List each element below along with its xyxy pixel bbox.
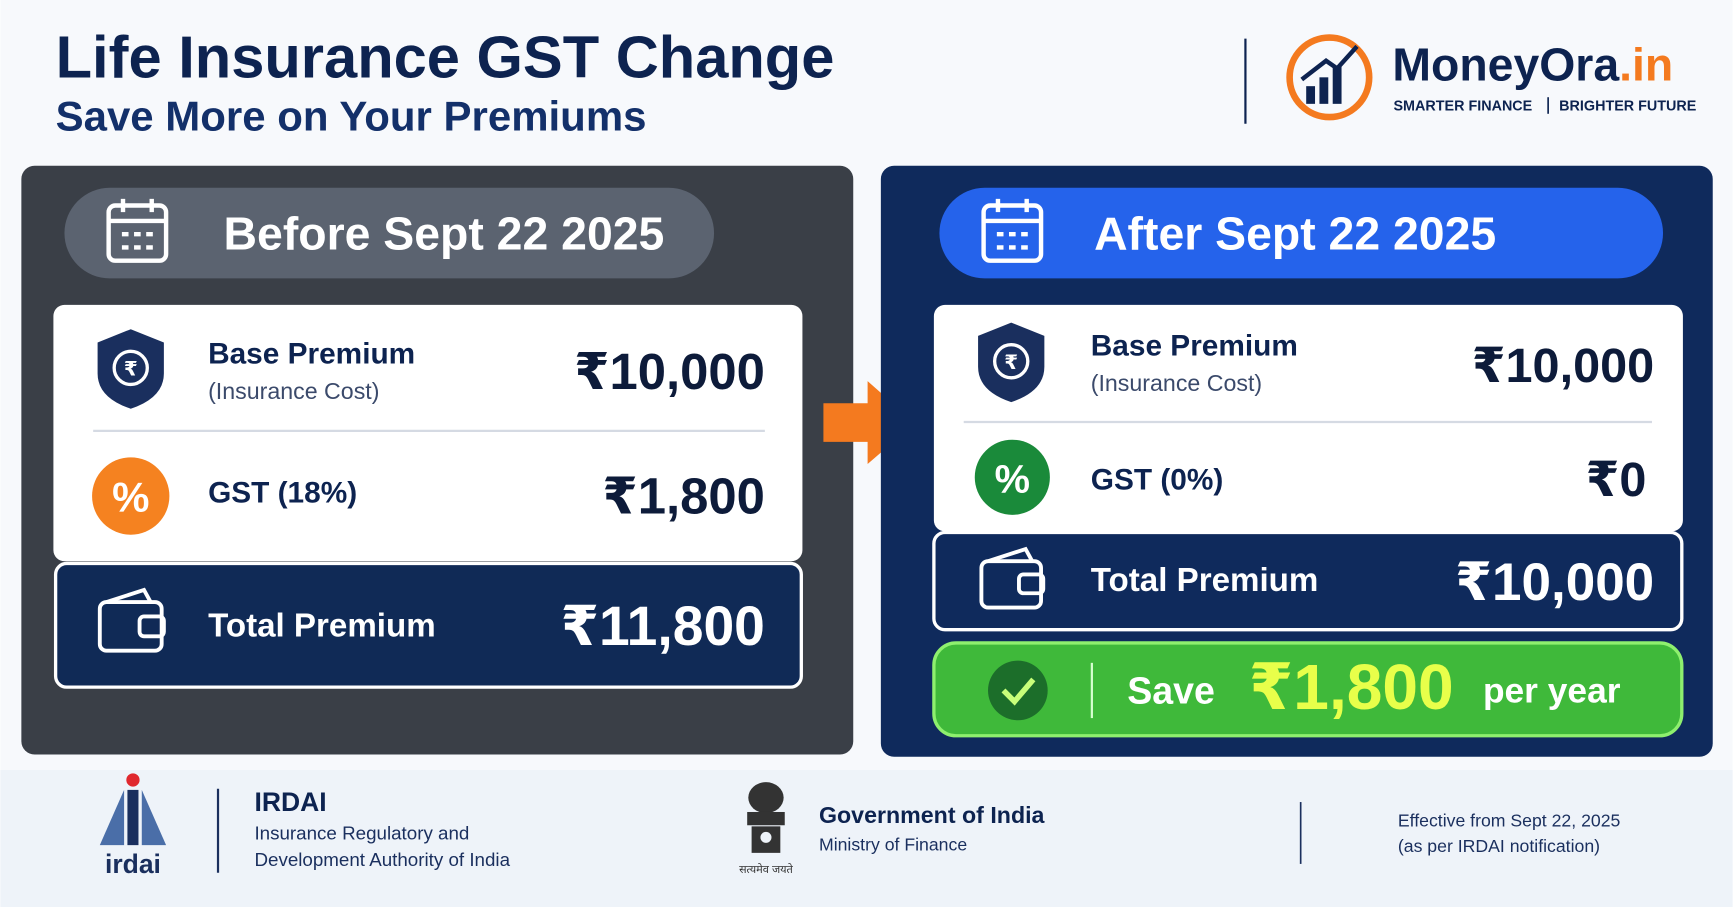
irdai-name: IRDAI (254, 787, 326, 817)
irdai-logo-text: irdai (105, 849, 161, 879)
ministry: Ministry of Finance (819, 835, 967, 855)
row-label: GST (0%) (1091, 463, 1224, 496)
svg-text:₹: ₹ (124, 359, 138, 381)
shield-icon: ₹ (978, 322, 1045, 403)
total-label: Total Premium (208, 607, 436, 644)
tagline: BRIGHTER FUTURE (1559, 98, 1697, 114)
row-label: Base Premium (208, 337, 415, 370)
row-sublabel: (Insurance Cost) (208, 378, 379, 404)
heading-pill (64, 187, 715, 279)
total-amount: ₹11,800 (561, 595, 765, 657)
title: Life Insurance GST Change (56, 23, 835, 90)
irdai-line: Development Authority of India (254, 849, 510, 870)
wallet-icon (979, 546, 1046, 610)
tagline: SMARTER FINANCE (1393, 98, 1532, 114)
row-amount: ₹0 (1586, 453, 1647, 507)
svg-text:₹: ₹ (1004, 352, 1018, 374)
row-amount: ₹10,000 (574, 343, 765, 400)
arrow (823, 381, 916, 464)
total-label: Total Premium (1091, 562, 1319, 599)
government-name: Government of India (819, 802, 1046, 828)
card (53, 304, 803, 562)
percent-icon-glyph: % (112, 473, 149, 520)
savings-suffix: per year (1483, 672, 1621, 711)
row-amount: ₹10,000 (1472, 339, 1654, 393)
brand-name-main: MoneyOra (1392, 39, 1620, 91)
percent-icon (974, 439, 1050, 515)
percent-icon (92, 457, 170, 535)
wallet-icon (97, 587, 166, 653)
total-box (53, 561, 803, 689)
note-line: (as per IRDAI notification) (1398, 836, 1600, 856)
panel-heading: Before Sept 22 2025 (224, 208, 665, 260)
total-box (932, 530, 1684, 632)
irdai-line: Insurance Regulatory and (254, 823, 469, 844)
note-line: Effective from Sept 22, 2025 (1398, 810, 1621, 830)
row-label: GST (18%) (208, 477, 357, 510)
row-label: Base Premium (1091, 330, 1298, 363)
emblem (747, 782, 785, 853)
brand-domain: .in (1619, 39, 1673, 91)
subtitle: Save More on Your Premiums (56, 92, 647, 139)
check-icon (988, 660, 1048, 721)
savings-amount: ₹1,800 (1249, 651, 1454, 723)
calendar-icon (981, 198, 1044, 263)
card (933, 304, 1683, 532)
savings-box (932, 641, 1684, 738)
row-sublabel: (Insurance Cost) (1091, 370, 1262, 396)
total-amount: ₹10,000 (1455, 553, 1654, 612)
percent-icon-glyph: % (995, 458, 1030, 502)
check-mark (1001, 677, 1036, 706)
emblem-motto: सत्यमेव जयते (739, 863, 793, 876)
shield-icon: ₹ (97, 329, 164, 409)
row-amount: ₹1,800 (602, 468, 764, 525)
brand-name: MoneyOra.in (1392, 39, 1673, 91)
brand-logo (1286, 34, 1373, 121)
calendar-icon (106, 198, 169, 263)
heading-pill (939, 187, 1664, 279)
irdai-logo (99, 773, 167, 846)
footer (0, 770, 1733, 907)
savings-prefix: Save (1127, 670, 1215, 712)
panel-heading: After Sept 22 2025 (1094, 208, 1496, 260)
